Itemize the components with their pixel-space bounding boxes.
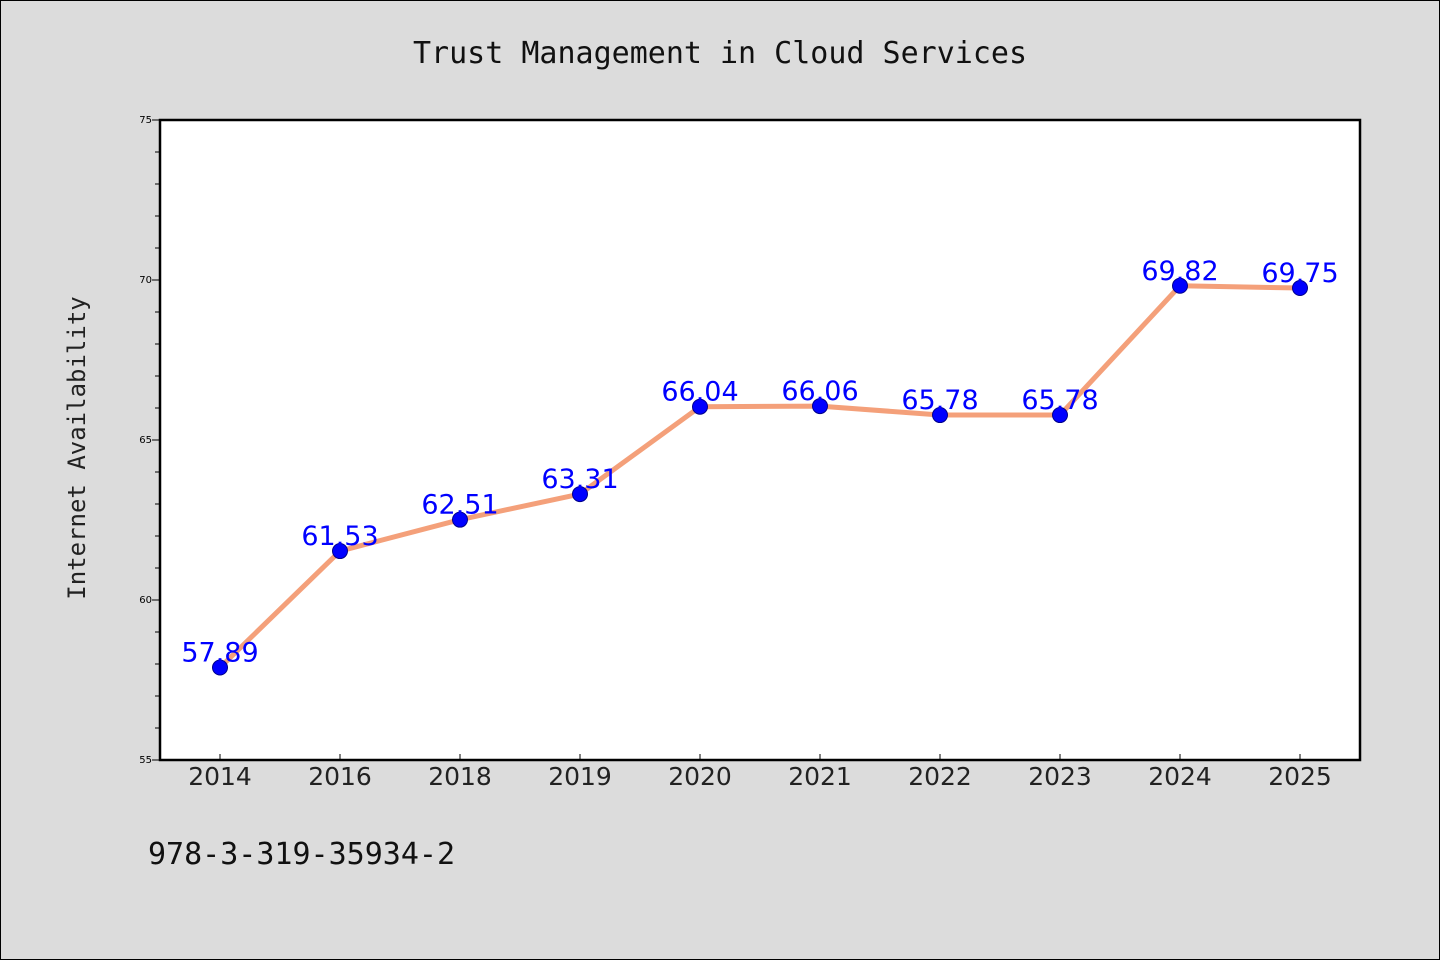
- footnote-isbn: 978-3-319-35934-2: [148, 837, 455, 872]
- x-tick-label: 2020: [668, 762, 732, 791]
- y-tick-label: 70: [139, 275, 152, 286]
- data-label: 65.78: [1021, 385, 1098, 416]
- series-line: [217, 283, 1303, 671]
- data-label: 63.31: [541, 464, 618, 495]
- y-tick-label: 55: [139, 755, 152, 766]
- data-label: 66.04: [661, 377, 738, 408]
- data-point: [1292, 280, 1308, 296]
- plot-area: [158, 118, 1362, 762]
- y-tick-label: 60: [139, 595, 152, 606]
- data-label: 57.89: [181, 638, 258, 669]
- y-tick-label: 65: [139, 435, 152, 446]
- data-label: 69.75: [1261, 258, 1338, 289]
- data-label: 66.06: [781, 376, 858, 407]
- data-label: 65.78: [901, 385, 978, 416]
- data-point: [572, 486, 588, 503]
- x-tick-label: 2023: [1028, 762, 1092, 791]
- data-point: [212, 659, 228, 676]
- data-point: [1172, 277, 1188, 294]
- x-tick-label: 2024: [1148, 762, 1212, 791]
- x-axis: 2014 2016 2018 2019 2020 2021 2022 2023 2024 2025: [188, 754, 1332, 791]
- y-axis-label: Internet Availability: [63, 296, 91, 599]
- x-tick-label: 2018: [428, 762, 492, 791]
- data-label: 69.82: [1141, 256, 1218, 287]
- series-line-group: 57.89 61.53 62.51 63.31 66.04 66.06 65.78 65.78…: [181, 256, 1339, 676]
- data-point: [332, 543, 348, 560]
- data-label: 62.51: [421, 490, 498, 521]
- x-tick-label: 2019: [548, 762, 612, 791]
- x-tick-label: 2025: [1268, 762, 1332, 791]
- data-point: [1052, 407, 1068, 424]
- chart-title: Trust Management in Cloud Services: [413, 36, 1027, 71]
- y-axis: 55 60 65 70 75: [139, 115, 160, 766]
- x-tick-label: 2021: [788, 762, 852, 791]
- data-point: [692, 398, 708, 415]
- data-point: [452, 511, 468, 528]
- x-tick-label: 2014: [188, 762, 252, 791]
- data-label: 61.53: [301, 521, 378, 552]
- data-point: [932, 407, 948, 424]
- data-point: [812, 398, 828, 415]
- x-tick-label: 2022: [908, 762, 972, 791]
- x-tick-label: 2016: [308, 762, 372, 791]
- y-tick-label: 75: [139, 115, 152, 126]
